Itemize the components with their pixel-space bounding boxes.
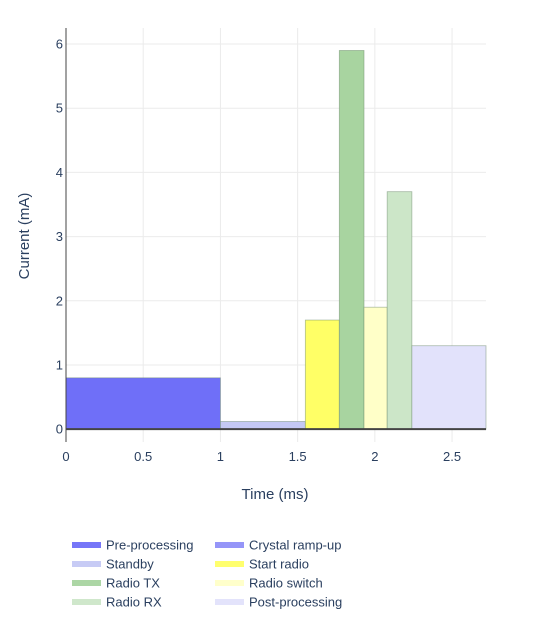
legend-swatch-radio-tx xyxy=(72,580,101,586)
bar-standby-0 xyxy=(220,421,306,430)
legend-label-radio-rx: Radio RX xyxy=(106,595,162,610)
y-tick-label-0: 0 xyxy=(56,422,63,437)
bar-start-radio-0 xyxy=(304,319,340,430)
legend-label-radio-switch: Radio switch xyxy=(249,576,323,591)
x-tick-label-2: 1 xyxy=(217,449,224,464)
y-tick-label-4: 4 xyxy=(56,165,63,180)
x-tick-label-3: 1.5 xyxy=(289,449,307,464)
legend-swatch-standby xyxy=(72,561,101,567)
y-tick-label-6: 6 xyxy=(56,37,63,52)
y-axis-title: Current (mA) xyxy=(16,193,33,280)
legend-swatch-pre-processing xyxy=(72,542,101,548)
x-tick-label-1: 0.5 xyxy=(134,449,152,464)
x-tick-label-5: 2.5 xyxy=(443,449,461,464)
x-tick-labels: 0 0.5 1 1.5 2 2.5 xyxy=(62,449,461,464)
legend: Pre-processing Crystal ramp-up Standby Star… xyxy=(72,538,342,610)
axes xyxy=(65,28,486,442)
bar-radio-tx-0 xyxy=(338,50,365,430)
legend-label-post-processing: Post-processing xyxy=(249,595,342,610)
bar-post-processing-0 xyxy=(411,345,487,430)
x-tick-label-0: 0 xyxy=(62,449,69,464)
x-tick-label-4: 2 xyxy=(371,449,378,464)
legend-label-pre-processing: Pre-processing xyxy=(106,538,193,553)
y-tick-label-3: 3 xyxy=(56,229,63,244)
bar-pre-processing-0 xyxy=(65,377,221,430)
legend-label-standby: Standby xyxy=(106,557,154,572)
legend-swatch-radio-switch xyxy=(215,580,244,586)
grid xyxy=(65,28,486,442)
y-tick-labels: 0 1 2 3 4 5 6 xyxy=(56,37,63,437)
bar-radio-switch-0 xyxy=(363,306,388,430)
legend-swatch-post-processing xyxy=(215,599,244,605)
legend-label-start-radio: Start radio xyxy=(249,557,309,572)
y-tick-label-1: 1 xyxy=(56,357,63,372)
x-axis-title: Time (ms) xyxy=(242,486,309,503)
legend-label-crystal-ramp-up: Crystal ramp-up xyxy=(249,538,341,553)
legend-swatch-start-radio xyxy=(215,561,244,567)
legend-swatch-radio-rx xyxy=(72,599,101,605)
y-tick-label-5: 5 xyxy=(56,101,63,116)
y-tick-label-2: 2 xyxy=(56,293,63,308)
bars xyxy=(65,50,487,430)
legend-label-radio-tx: Radio TX xyxy=(106,576,160,591)
bar-radio-rx-0 xyxy=(386,191,413,430)
legend-swatch-crystal-ramp-up xyxy=(215,542,244,548)
